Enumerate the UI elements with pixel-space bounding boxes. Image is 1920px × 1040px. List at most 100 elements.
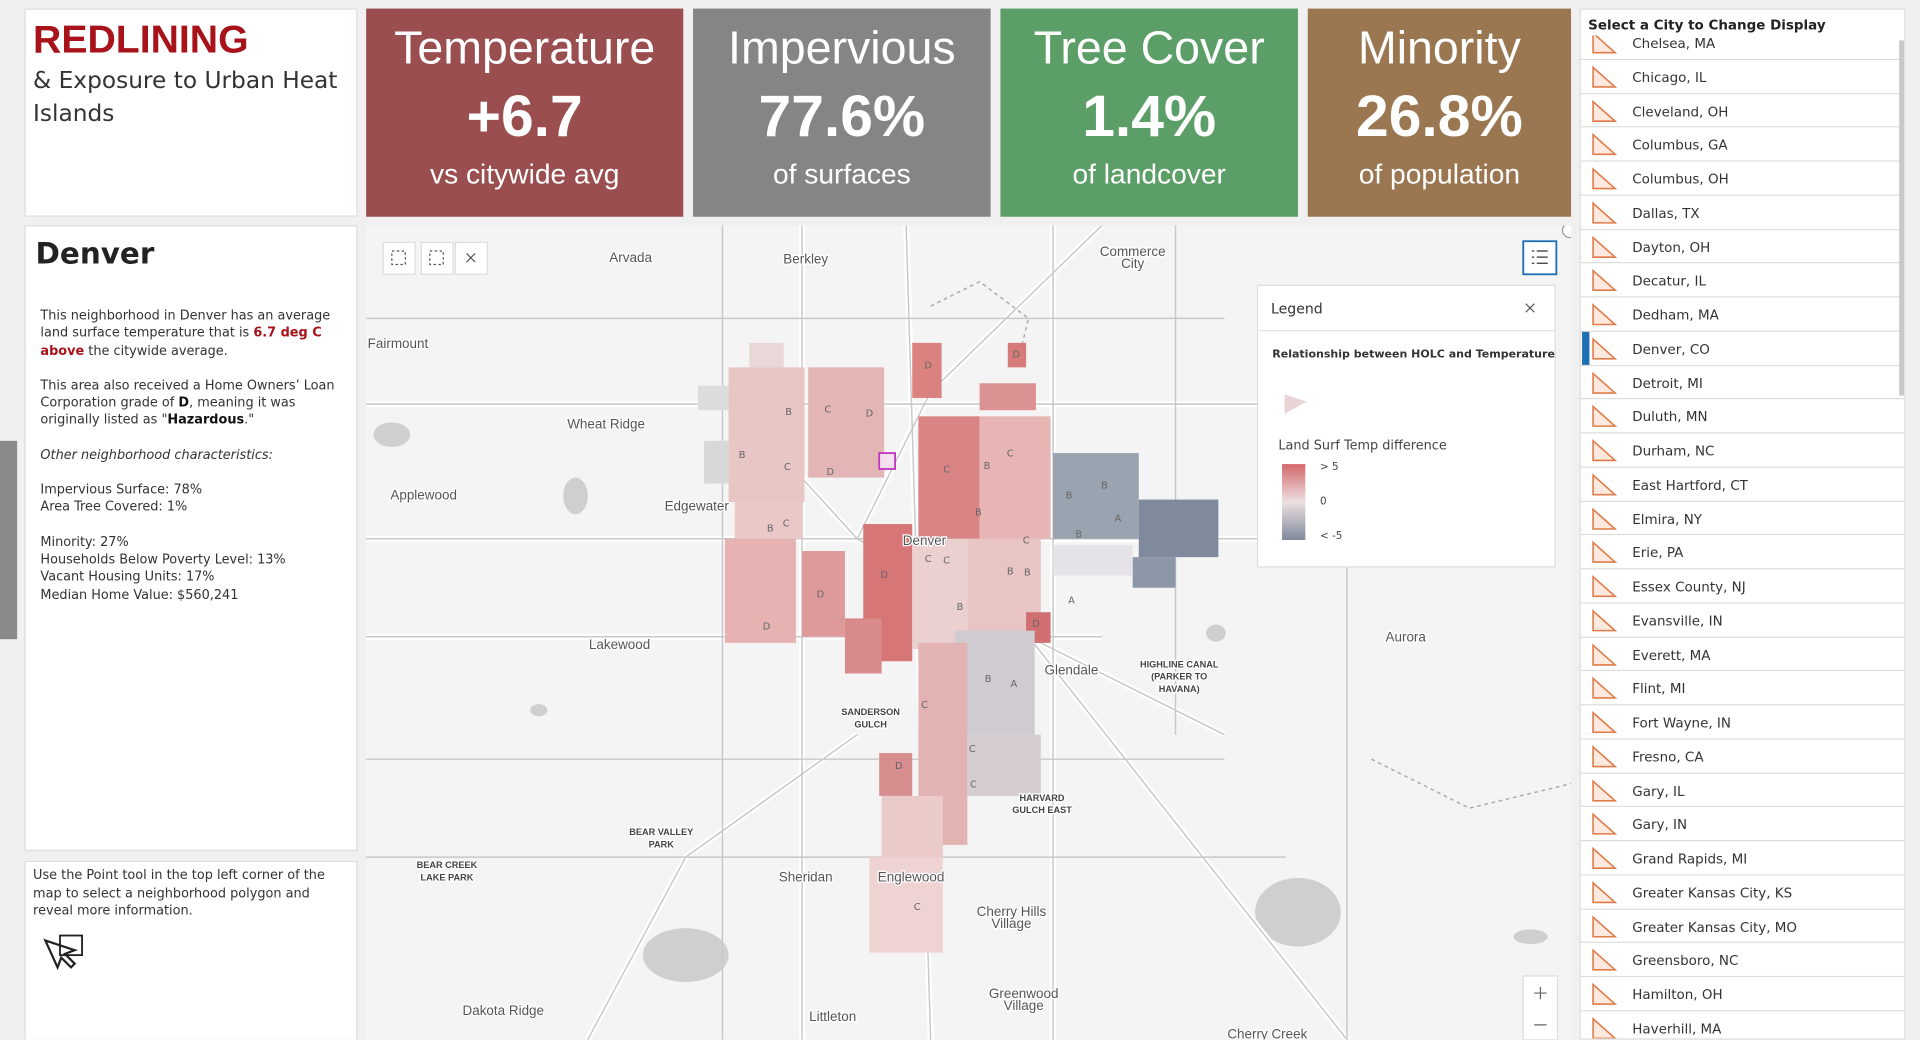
city-item[interactable]: Gary, IL bbox=[1580, 773, 1905, 808]
side-toggle[interactable] bbox=[0, 440, 18, 640]
place-label: Cherry Creek bbox=[1227, 1026, 1307, 1039]
city-icon bbox=[1592, 812, 1618, 835]
city-item[interactable]: Decatur, IL bbox=[1580, 264, 1905, 298]
icon-shape bbox=[1592, 303, 1618, 326]
grade-label: C bbox=[943, 465, 950, 476]
city-name: Evansville, IN bbox=[1632, 613, 1723, 630]
icon-shape bbox=[1592, 1016, 1617, 1039]
city-icon bbox=[1592, 269, 1618, 292]
icon-shape bbox=[1592, 65, 1618, 88]
grade-label: C bbox=[783, 519, 790, 530]
city-item[interactable]: Dayton, OH bbox=[1580, 230, 1905, 264]
grade-label: A bbox=[1068, 596, 1075, 607]
legend-layer: Relationship between HOLC and Temperatur… bbox=[1272, 348, 1555, 361]
place-label: Fairmount bbox=[368, 336, 429, 351]
neighborhood-polygons[interactable] bbox=[697, 342, 1219, 953]
grade-label: D bbox=[1032, 619, 1040, 630]
city-icon bbox=[1592, 982, 1618, 1005]
legend-stop: < -5 bbox=[1320, 530, 1342, 542]
city-item[interactable]: Durham, NC bbox=[1580, 433, 1905, 468]
grade-label: C bbox=[1023, 536, 1030, 547]
place-label: Arvada bbox=[609, 250, 652, 265]
city-item[interactable]: Chicago, IL bbox=[1580, 60, 1905, 94]
city-name: Fort Wayne, IN bbox=[1632, 715, 1732, 732]
place-label: HARVARD bbox=[1020, 793, 1065, 803]
list-viewport: Chelsea, MA Chicago, IL Cleveland, OH Colum… bbox=[1580, 35, 1905, 1039]
city-item[interactable]: Fresno, CA bbox=[1580, 739, 1905, 774]
stat: Vacant Housing Units: 17% bbox=[40, 569, 215, 585]
kpi-value: 77.6% bbox=[758, 84, 926, 150]
city-item[interactable]: East Hartford, CT bbox=[1580, 467, 1905, 502]
city-item[interactable]: Detroit, MI bbox=[1580, 366, 1905, 400]
city-icon bbox=[1592, 303, 1618, 326]
text: ." bbox=[244, 413, 255, 428]
icon-shape bbox=[1592, 778, 1618, 802]
city-item[interactable]: Greensboro, NC bbox=[1580, 943, 1905, 978]
city-icon bbox=[1592, 608, 1618, 632]
city-item[interactable]: Hamilton, OH bbox=[1580, 977, 1905, 1012]
other-heading: Other neighborhood characteristics: bbox=[40, 447, 273, 463]
icon-shape bbox=[1592, 914, 1618, 937]
kpi-title: Minority bbox=[1357, 23, 1521, 75]
place-label: GULCH bbox=[854, 719, 887, 729]
place-label: SANDERSON bbox=[841, 707, 900, 717]
city-item[interactable]: Greater Kansas City, KS bbox=[1580, 875, 1905, 910]
city-item[interactable]: Columbus, OH bbox=[1580, 162, 1905, 196]
city-item[interactable]: Evansville, IN bbox=[1580, 603, 1905, 638]
stat: Area Tree Covered: 1% bbox=[40, 500, 188, 515]
grade-label: B bbox=[984, 461, 991, 472]
icon-shape bbox=[1592, 642, 1618, 666]
city-item[interactable]: Duluth, MN bbox=[1580, 399, 1905, 434]
place-label: Commerce bbox=[1100, 244, 1166, 259]
grade-label: B bbox=[1075, 530, 1082, 541]
scrollbar[interactable] bbox=[1899, 40, 1905, 396]
city-item[interactable]: Gary, IN bbox=[1580, 807, 1905, 842]
city-icon bbox=[1592, 642, 1618, 666]
place-label: Edgewater bbox=[665, 499, 730, 514]
city-item[interactable]: Flint, MI bbox=[1580, 671, 1905, 706]
city-item[interactable]: Essex County, NJ bbox=[1580, 569, 1905, 604]
city-name: Greater Kansas City, MO bbox=[1632, 918, 1798, 935]
place-label: City bbox=[1121, 256, 1144, 271]
city-item[interactable]: Cleveland, OH bbox=[1580, 94, 1905, 128]
help-panel: Use the Point tool in the top left corne… bbox=[24, 860, 358, 1040]
city-icon bbox=[1592, 710, 1618, 734]
stats-people: Minority: 27% Households Below Poverty Le… bbox=[40, 533, 341, 603]
city-icon bbox=[1592, 948, 1618, 971]
city-item[interactable]: Columbus, GA bbox=[1580, 128, 1905, 162]
kpi-card: Impervious 77.6% of surfaces bbox=[693, 8, 991, 217]
place-label: BEAR CREEK bbox=[417, 860, 478, 870]
city-item[interactable]: Elmira, NY bbox=[1580, 501, 1905, 536]
grade-label: B bbox=[1101, 481, 1108, 492]
kpi-card: Minority 26.8% of population bbox=[1307, 8, 1572, 217]
map-tools[interactable] bbox=[382, 240, 1559, 1040]
place-label: BEAR VALLEY bbox=[629, 827, 693, 837]
city-name: Greater Kansas City, KS bbox=[1632, 885, 1793, 901]
city-icon bbox=[1592, 1016, 1617, 1039]
city-item[interactable]: Haverhill, MA bbox=[1581, 1011, 1904, 1039]
city-name: Essex County, NJ bbox=[1632, 579, 1746, 596]
city-item[interactable]: Chelsea, MA bbox=[1580, 35, 1905, 60]
city-item[interactable]: Fort Wayne, IN bbox=[1580, 705, 1905, 740]
text: D bbox=[178, 395, 190, 411]
city-item[interactable]: Denver, CO bbox=[1580, 331, 1905, 366]
place-label: Berkley bbox=[783, 251, 828, 266]
icon-shape bbox=[1592, 812, 1618, 835]
city-item[interactable]: Grand Rapids, MI bbox=[1580, 841, 1905, 876]
grade-label: C bbox=[824, 405, 831, 416]
icon-shape bbox=[1592, 337, 1618, 360]
grade-label: B bbox=[739, 450, 746, 461]
city-item[interactable]: Dedham, MA bbox=[1580, 298, 1905, 332]
icon-shape bbox=[1592, 744, 1618, 768]
help-text: Use the Point tool in the top left corne… bbox=[33, 868, 325, 919]
city-item[interactable]: Erie, PA bbox=[1580, 535, 1905, 570]
city-item[interactable]: Dallas, TX bbox=[1580, 196, 1905, 230]
grade-label: A bbox=[1011, 679, 1018, 690]
kpi-value: +6.7 bbox=[466, 84, 583, 150]
city-item[interactable]: Greater Kansas City, MO bbox=[1580, 909, 1905, 944]
city-name: Everett, MA bbox=[1632, 647, 1711, 664]
city-item[interactable]: Everett, MA bbox=[1580, 637, 1905, 672]
city-icon bbox=[1592, 35, 1618, 54]
